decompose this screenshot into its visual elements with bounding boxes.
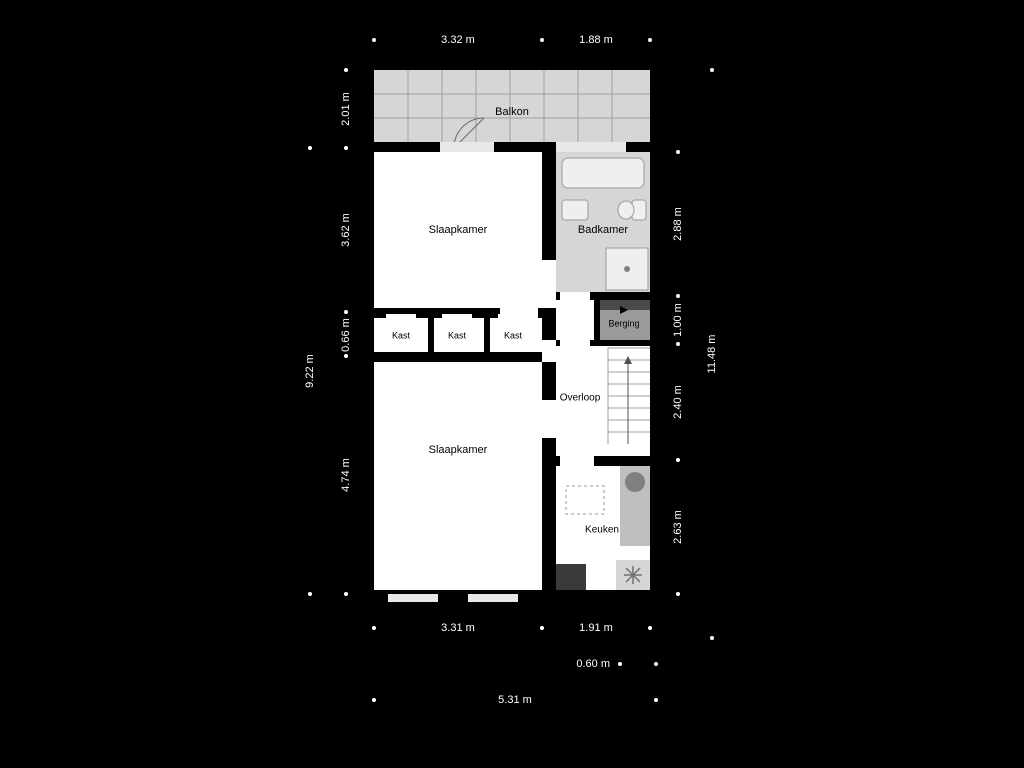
svg-text:2.63 m: 2.63 m	[672, 510, 684, 544]
svg-text:5.31 m: 5.31 m	[498, 694, 532, 706]
room-overloop: Overloop	[542, 340, 650, 456]
room-kast-row: Kast Kast Kast	[374, 314, 542, 352]
svg-text:2.88 m: 2.88 m	[672, 207, 684, 241]
svg-text:4.74 m: 4.74 m	[340, 458, 352, 492]
floor-plan-diagram: Balkon Slaapkamer Badkamer	[0, 0, 1024, 768]
room-balkon: Balkon	[374, 70, 650, 148]
room-badkamer: Badkamer	[556, 152, 650, 292]
overloop-label: Overloop	[560, 393, 601, 404]
dim-right-inner: 2.88 m 1.00 m 2.40 m 2.63 m	[672, 150, 684, 596]
keuken-label: Keuken	[585, 525, 619, 536]
svg-text:1.88 m: 1.88 m	[579, 34, 613, 46]
svg-text:0.66 m: 0.66 m	[340, 318, 352, 352]
kast2-label: Kast	[448, 330, 467, 340]
room-slaapkamer-2: Slaapkamer	[374, 362, 542, 590]
toilet-icon	[618, 200, 646, 220]
extractor-icon	[616, 560, 650, 590]
svg-text:1.91 m: 1.91 m	[579, 622, 613, 634]
room-slaapkamer-1: Slaapkamer	[374, 152, 542, 308]
dim-bottom-3: 5.31 m	[372, 694, 658, 706]
dim-left-inner: 2.01 m 3.62 m 0.66 m 4.74 m	[340, 68, 352, 596]
svg-text:3.32 m: 3.32 m	[441, 34, 475, 46]
kitchen-dark-block	[556, 564, 586, 590]
kast3-label: Kast	[504, 330, 523, 340]
svg-text:2.40 m: 2.40 m	[672, 385, 684, 419]
shower-icon	[606, 248, 648, 290]
dim-top: 3.32 m 1.88 m	[372, 34, 652, 46]
svg-text:3.62 m: 3.62 m	[340, 213, 352, 247]
room-keuken: Keuken	[556, 466, 650, 590]
dim-bottom-2: 0.60 m	[576, 658, 658, 670]
svg-text:9.22 m: 9.22 m	[304, 354, 316, 388]
dim-right-outer: 11.48 m	[706, 68, 718, 640]
badkamer-label: Badkamer	[578, 224, 628, 236]
dim-left-outer: 9.22 m	[304, 146, 316, 596]
sink-icon	[562, 200, 588, 220]
slaapkamer2-label: Slaapkamer	[429, 444, 488, 456]
slaapkamer1-label: Slaapkamer	[429, 224, 488, 236]
room-berging: Berging	[600, 300, 650, 340]
hob-icon	[625, 472, 645, 492]
svg-text:11.48 m: 11.48 m	[706, 335, 718, 374]
svg-text:3.31 m: 3.31 m	[441, 622, 475, 634]
bathtub-icon	[562, 158, 644, 188]
berging-label: Berging	[608, 318, 639, 328]
svg-text:0.60 m: 0.60 m	[576, 658, 610, 670]
svg-text:1.00 m: 1.00 m	[672, 303, 684, 337]
balkon-label: Balkon	[495, 106, 529, 118]
kast1-label: Kast	[392, 330, 411, 340]
svg-text:2.01 m: 2.01 m	[340, 92, 352, 126]
